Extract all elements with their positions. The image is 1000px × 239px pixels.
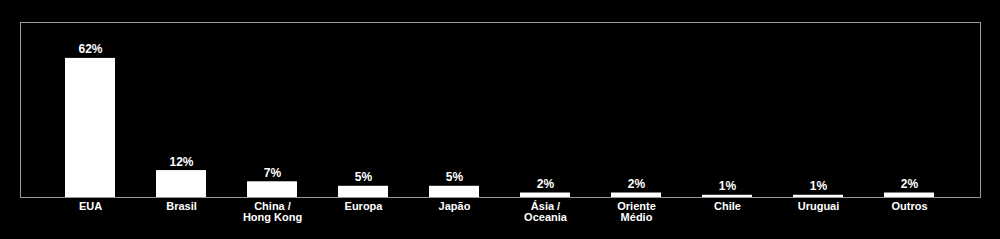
svg-text:7%: 7% — [264, 166, 282, 180]
svg-text:5%: 5% — [355, 170, 373, 184]
svg-text:1%: 1% — [719, 179, 737, 193]
svg-text:Brasil: Brasil — [166, 200, 197, 212]
svg-text:Chile: Chile — [714, 200, 741, 212]
svg-text:OrienteMédio: OrienteMédio — [617, 200, 656, 223]
svg-text:Ásia /Oceania: Ásia /Oceania — [524, 200, 568, 223]
svg-text:Europa: Europa — [345, 200, 384, 212]
svg-text:EUA: EUA — [79, 200, 102, 212]
svg-text:5%: 5% — [446, 170, 464, 184]
svg-text:62%: 62% — [78, 42, 102, 56]
svg-text:Uruguai: Uruguai — [798, 200, 840, 212]
svg-text:1%: 1% — [810, 179, 828, 193]
svg-text:2%: 2% — [537, 177, 555, 191]
svg-text:2%: 2% — [628, 177, 646, 191]
svg-text:Japão: Japão — [439, 200, 471, 212]
svg-text:Outros: Outros — [891, 200, 927, 212]
svg-text:China /Hong Kong: China /Hong Kong — [243, 200, 302, 223]
svg-text:2%: 2% — [901, 177, 919, 191]
svg-text:12%: 12% — [169, 155, 193, 169]
